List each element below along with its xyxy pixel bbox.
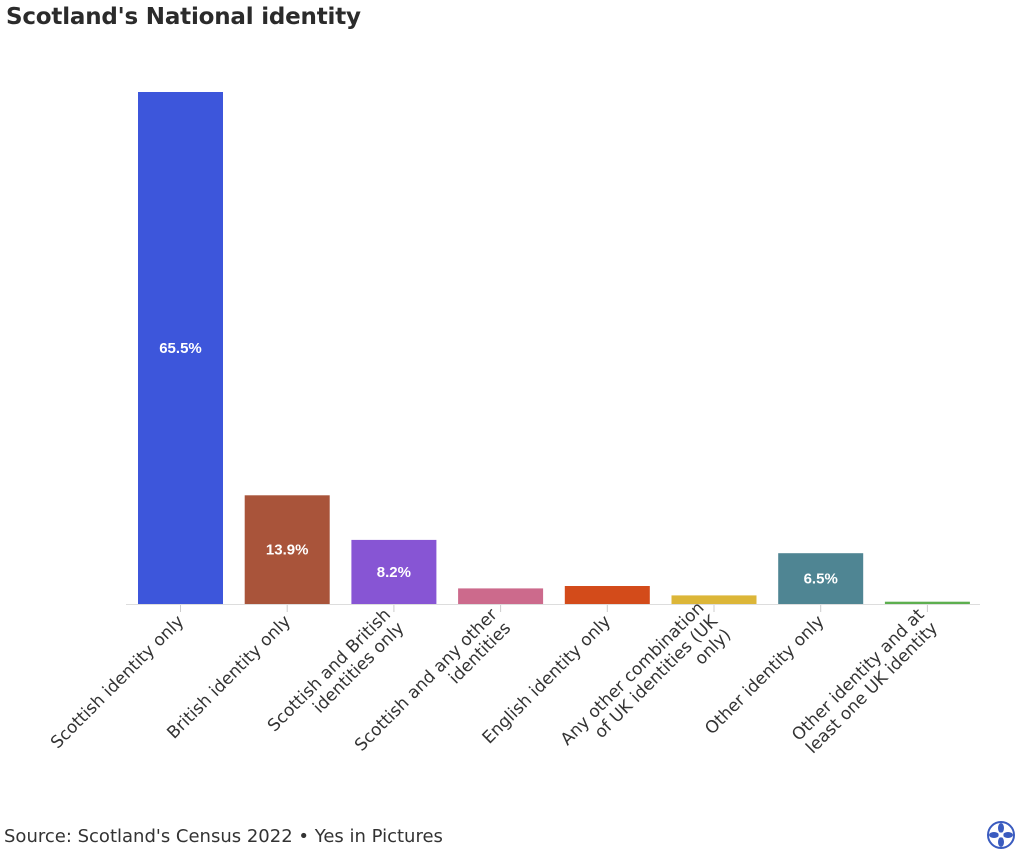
source-footer: Source: Scotland's Census 2022 • Yes in … [4,826,443,847]
saltire-flower-logo-icon [987,821,1015,849]
data-label-2: 13.9% [266,542,309,559]
x-ticks-group [180,605,928,612]
data-label-1: 65.5% [159,340,202,357]
bar-2 [244,495,330,604]
bars-group [138,92,970,604]
bar-3 [351,539,437,604]
bar-7 [778,553,864,604]
bar-5 [564,586,650,604]
bar-8 [884,601,970,604]
category-label-6: Any other combinationof UK identities (U… [557,598,736,777]
data-label-3: 8.2% [377,564,411,581]
bar-4 [458,588,544,604]
data-labels-group: 65.5% 13.9% 8.2% 6.5% [159,340,838,588]
bar-6 [671,595,757,604]
bar-1 [138,92,223,604]
bar-chart: 65.5% 13.9% 8.2% 6.5% Scottish identity onl… [47,92,980,777]
chart-title: Scotland's National identity [6,4,361,30]
data-label-7: 6.5% [804,571,838,588]
